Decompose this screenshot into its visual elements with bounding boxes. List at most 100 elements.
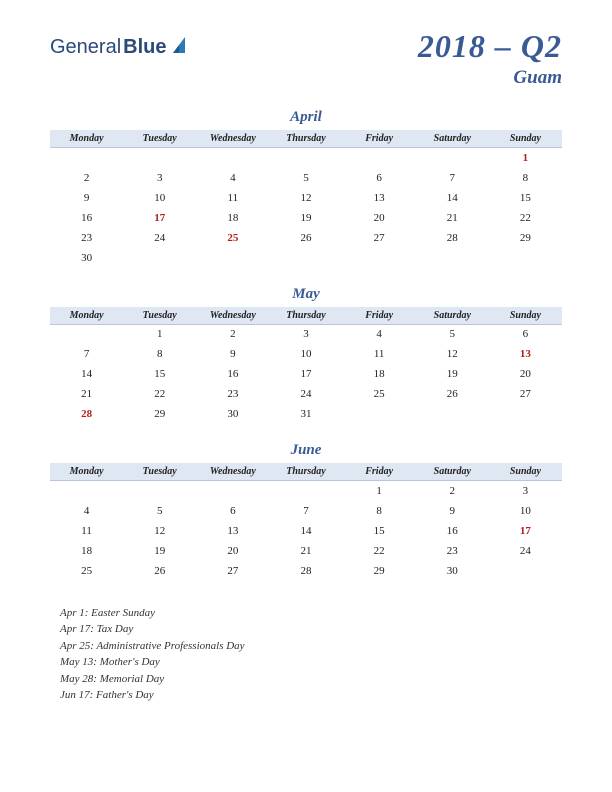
calendar-row: 9101112131415 (50, 188, 562, 208)
calendar-cell: 5 (416, 324, 489, 344)
calendar-cell: 28 (50, 404, 123, 424)
calendar-cell: 14 (50, 364, 123, 384)
calendar-cell: 11 (343, 344, 416, 364)
logo-text-blue: Blue (123, 36, 166, 59)
calendar-cell (343, 148, 416, 168)
calendar-cell: 2 (416, 481, 489, 501)
calendar-cell: 6 (196, 501, 269, 521)
calendar-row: 30 (50, 248, 562, 268)
calendar-cell: 18 (50, 541, 123, 561)
calendar-cell: 3 (489, 481, 562, 501)
calendar-cell: 8 (343, 501, 416, 521)
day-header: Thursday (269, 463, 342, 481)
calendars-container: AprilMondayTuesdayWednesdayThursdayFrida… (0, 99, 612, 581)
calendar-cell: 15 (123, 364, 196, 384)
day-header: Friday (343, 130, 416, 148)
day-header: Tuesday (123, 130, 196, 148)
calendar-cell: 29 (343, 561, 416, 581)
header: General Blue 2018 – Q2 Guam (0, 0, 612, 99)
holiday-line: Apr 25: Administrative Professionals Day (60, 638, 562, 655)
calendar-row: 16171819202122 (50, 208, 562, 228)
calendar-cell: 28 (416, 228, 489, 248)
calendar-cell: 4 (50, 501, 123, 521)
calendar-cell: 21 (416, 208, 489, 228)
calendar-cell (50, 148, 123, 168)
calendar-cell: 1 (123, 324, 196, 344)
calendar-row: 23242526272829 (50, 228, 562, 248)
calendar-row: 123 (50, 481, 562, 501)
month-block: JuneMondayTuesdayWednesdayThursdayFriday… (50, 442, 562, 581)
calendar-row: 1 (50, 148, 562, 168)
holiday-line: Jun 17: Father's Day (60, 687, 562, 704)
logo-text-general: General (50, 36, 121, 59)
day-header: Saturday (416, 307, 489, 325)
day-header: Sunday (489, 463, 562, 481)
calendar-cell: 20 (343, 208, 416, 228)
calendar-cell: 31 (269, 404, 342, 424)
calendar-cell: 29 (489, 228, 562, 248)
calendar-cell: 17 (269, 364, 342, 384)
calendar-cell: 23 (416, 541, 489, 561)
calendar-row: 123456 (50, 324, 562, 344)
calendar-row: 28293031 (50, 404, 562, 424)
calendar-cell: 18 (343, 364, 416, 384)
calendar-cell: 22 (343, 541, 416, 561)
calendar-cell (123, 481, 196, 501)
calendar-cell: 20 (489, 364, 562, 384)
calendar-cell: 17 (123, 208, 196, 228)
holidays-list: Apr 1: Easter SundayApr 17: Tax DayApr 2… (0, 599, 612, 704)
calendar-cell: 10 (489, 501, 562, 521)
day-header: Monday (50, 130, 123, 148)
month-name: June (50, 442, 562, 459)
day-header: Tuesday (123, 463, 196, 481)
calendar-cell: 12 (416, 344, 489, 364)
calendar-cell: 11 (196, 188, 269, 208)
calendar-cell: 15 (343, 521, 416, 541)
calendar-cell: 16 (416, 521, 489, 541)
calendar-cell: 9 (50, 188, 123, 208)
calendar-cell: 1 (343, 481, 416, 501)
calendar-cell (196, 481, 269, 501)
calendar-cell (416, 404, 489, 424)
day-header: Saturday (416, 463, 489, 481)
holiday-line: May 13: Mother's Day (60, 654, 562, 671)
calendar-row: 252627282930 (50, 561, 562, 581)
calendar-cell: 12 (269, 188, 342, 208)
calendar-cell: 2 (50, 168, 123, 188)
page-title: 2018 – Q2 (418, 28, 562, 65)
calendar-cell: 21 (269, 541, 342, 561)
calendar-cell (489, 404, 562, 424)
calendar-cell: 27 (489, 384, 562, 404)
day-header: Friday (343, 307, 416, 325)
logo-sail-icon (171, 35, 189, 55)
calendar-cell: 19 (416, 364, 489, 384)
calendar-cell (50, 481, 123, 501)
calendar-cell: 27 (343, 228, 416, 248)
calendar-cell: 2 (196, 324, 269, 344)
calendar-cell: 26 (269, 228, 342, 248)
calendar-cell: 5 (269, 168, 342, 188)
month-name: May (50, 286, 562, 303)
calendar-cell: 14 (269, 521, 342, 541)
calendar-cell: 13 (196, 521, 269, 541)
calendar-cell: 13 (489, 344, 562, 364)
calendar-cell: 30 (50, 248, 123, 268)
calendar-cell: 28 (269, 561, 342, 581)
calendar-cell: 10 (269, 344, 342, 364)
logo: General Blue (50, 28, 189, 59)
calendar-table: MondayTuesdayWednesdayThursdayFridaySatu… (50, 307, 562, 425)
calendar-cell: 16 (50, 208, 123, 228)
calendar-cell: 22 (123, 384, 196, 404)
calendar-cell: 24 (123, 228, 196, 248)
calendar-row: 18192021222324 (50, 541, 562, 561)
calendar-cell: 13 (343, 188, 416, 208)
calendar-cell (196, 248, 269, 268)
day-header: Sunday (489, 130, 562, 148)
calendar-cell: 7 (269, 501, 342, 521)
calendar-cell: 5 (123, 501, 196, 521)
calendar-row: 14151617181920 (50, 364, 562, 384)
calendar-cell: 22 (489, 208, 562, 228)
calendar-row: 45678910 (50, 501, 562, 521)
month-block: AprilMondayTuesdayWednesdayThursdayFrida… (50, 109, 562, 268)
calendar-cell: 19 (123, 541, 196, 561)
